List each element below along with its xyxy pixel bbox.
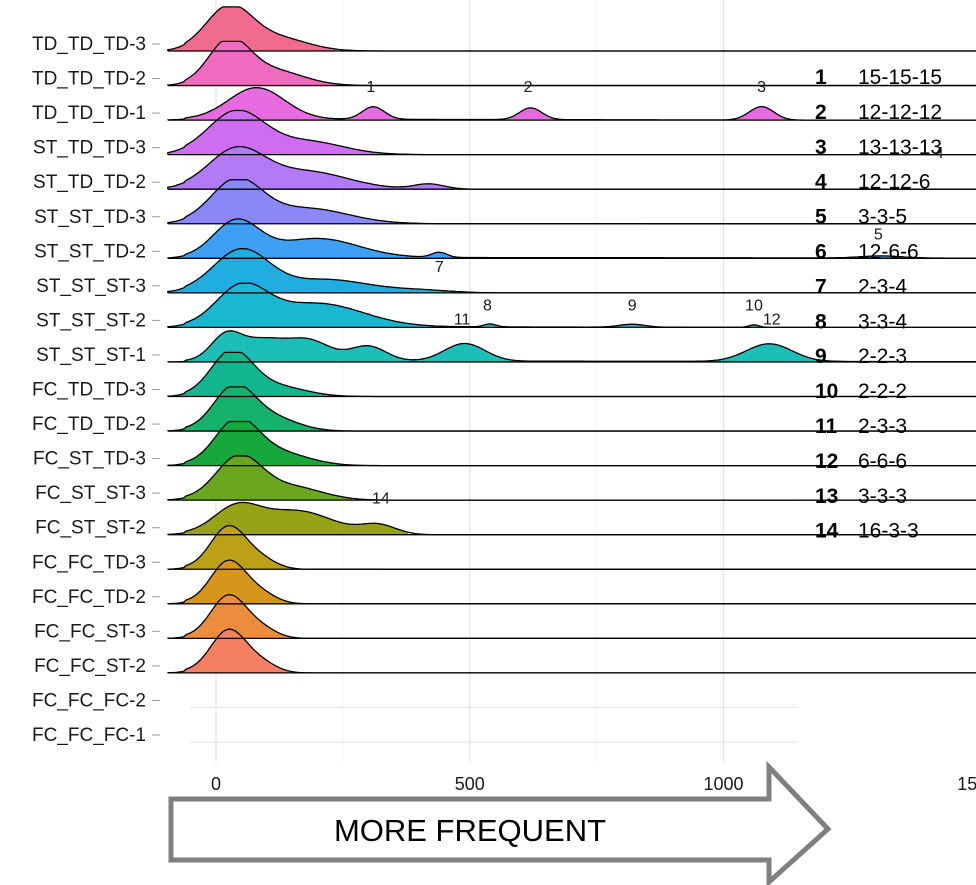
peak-annotation: 14 bbox=[372, 490, 390, 507]
peak-annotation: 1 bbox=[366, 79, 375, 96]
legend-number: 2 bbox=[815, 101, 827, 124]
legend-number: 9 bbox=[815, 345, 827, 368]
row-label: TD_TD_TD-3 bbox=[32, 34, 146, 55]
legend-text: 12-12-12 bbox=[858, 101, 942, 124]
ridge-area bbox=[167, 456, 353, 501]
row-label: ST_ST_ST-1 bbox=[36, 345, 146, 366]
peak-annotations: 1234567891011121314 bbox=[366, 79, 944, 507]
peak-annotation: 3 bbox=[757, 79, 766, 96]
legend-text: 2-2-3 bbox=[858, 345, 907, 368]
legend-number: 8 bbox=[815, 310, 827, 333]
more-frequent-arrow: MORE FREQUENT bbox=[168, 760, 832, 885]
ridge-area bbox=[167, 629, 298, 673]
row-label: TD_TD_TD-2 bbox=[32, 69, 146, 90]
legend-number: 1 bbox=[815, 66, 827, 89]
ridge-area bbox=[167, 421, 353, 466]
legend-text: 2-3-4 bbox=[858, 275, 907, 298]
row-label: ST_ST_TD-2 bbox=[34, 241, 146, 262]
ridge-area bbox=[167, 352, 338, 397]
ridge-area bbox=[167, 330, 976, 362]
row-label: FC_ST_TD-3 bbox=[33, 449, 146, 470]
ridge-area bbox=[167, 179, 435, 224]
legend-number: 14 bbox=[815, 520, 839, 543]
arrow-shape bbox=[168, 760, 832, 885]
row-label: ST_ST_TD-3 bbox=[34, 207, 146, 228]
ridge-outline bbox=[167, 628, 976, 674]
ridge-area bbox=[167, 594, 298, 639]
ridge-area bbox=[167, 525, 298, 570]
legend-text: 12-6-6 bbox=[858, 241, 919, 264]
ridge-area bbox=[167, 87, 795, 121]
legend-text: 15-15-15 bbox=[858, 66, 942, 89]
legend-text: 3-3-3 bbox=[858, 485, 907, 508]
ridges bbox=[167, 6, 976, 674]
x-axis-ticks: 0500100015002000 bbox=[211, 774, 976, 794]
legend: 1 15-15-152 12-12-123 13-13-134 12-12-65 3-3-… bbox=[815, 66, 942, 543]
row-label: FC_ST_ST-2 bbox=[35, 518, 146, 539]
legend-number: 5 bbox=[815, 206, 827, 229]
peak-annotation: 5 bbox=[874, 227, 883, 244]
arrow-text: MORE FREQUENT bbox=[334, 813, 606, 848]
row-label: FC_FC_TD-2 bbox=[32, 587, 146, 608]
legend-number: 6 bbox=[815, 241, 827, 264]
row-label: ST_TD_TD-2 bbox=[33, 172, 146, 193]
peak-annotation: 4 bbox=[935, 145, 944, 162]
x-tick-label: 500 bbox=[455, 774, 485, 794]
ridge-area bbox=[167, 41, 364, 86]
row-label: FC_TD_TD-2 bbox=[32, 414, 146, 435]
peak-annotation: 2 bbox=[524, 79, 533, 96]
row-label: TD_TD_TD-1 bbox=[32, 103, 146, 124]
peak-annotation: 10 bbox=[745, 298, 763, 315]
ridge-outline bbox=[167, 559, 976, 605]
ridge-area bbox=[167, 110, 430, 155]
row-label: FC_FC_ST-2 bbox=[34, 656, 146, 677]
x-tick-label: 1500 bbox=[957, 774, 976, 794]
legend-text: 2-3-3 bbox=[858, 415, 907, 438]
row-label: FC_TD_TD-3 bbox=[32, 380, 146, 401]
ridge-area bbox=[167, 386, 338, 432]
legend-number: 10 bbox=[815, 380, 838, 403]
row-label: FC_FC_FC-1 bbox=[32, 725, 146, 746]
legend-text: 13-13-13 bbox=[858, 136, 942, 159]
legend-text: 16-3-3 bbox=[858, 520, 919, 543]
peak-annotation: 11 bbox=[454, 311, 471, 328]
row-label: FC_FC_FC-2 bbox=[32, 690, 146, 711]
ridge-outline bbox=[167, 86, 976, 121]
row-label: FC_FC_TD-3 bbox=[32, 552, 146, 573]
legend-text: 3-3-4 bbox=[858, 310, 907, 333]
row-label: ST_ST_ST-3 bbox=[36, 276, 146, 297]
row-label: ST_TD_TD-3 bbox=[33, 138, 146, 159]
legend-text: 12-12-6 bbox=[858, 171, 930, 194]
x-tick-label: 0 bbox=[211, 774, 221, 794]
ridge-outline bbox=[167, 330, 976, 363]
row-label: FC_ST_ST-3 bbox=[35, 483, 146, 504]
ridge-area bbox=[167, 146, 465, 190]
legend-number: 11 bbox=[815, 415, 838, 438]
legend-number: 4 bbox=[815, 171, 827, 194]
peak-annotation: 8 bbox=[483, 298, 492, 315]
ridge-area bbox=[167, 283, 765, 328]
legend-text: 6-6-6 bbox=[858, 450, 907, 473]
legend-number: 7 bbox=[815, 275, 827, 298]
row-labels: TD_TD_TD-3 TD_TD_TD-2 TD_TD_TD-1 ST_TD_TD-3… bbox=[32, 34, 160, 746]
ridge-area bbox=[167, 560, 298, 604]
row-label: ST_ST_ST-2 bbox=[36, 310, 146, 331]
ridge-area bbox=[167, 218, 976, 259]
x-tick-label: 1000 bbox=[703, 774, 743, 794]
peak-annotation: 9 bbox=[628, 298, 637, 315]
legend-number: 12 bbox=[815, 450, 838, 473]
legend-number: 3 bbox=[815, 136, 827, 159]
legend-number: 13 bbox=[815, 485, 838, 508]
legend-text: 2-2-2 bbox=[858, 380, 907, 403]
row-label: FC_FC_ST-3 bbox=[34, 621, 146, 642]
peak-annotation: 12 bbox=[763, 311, 781, 328]
ridge-area bbox=[167, 248, 480, 293]
legend-text: 3-3-5 bbox=[858, 206, 907, 229]
peak-annotation: 7 bbox=[435, 259, 444, 276]
